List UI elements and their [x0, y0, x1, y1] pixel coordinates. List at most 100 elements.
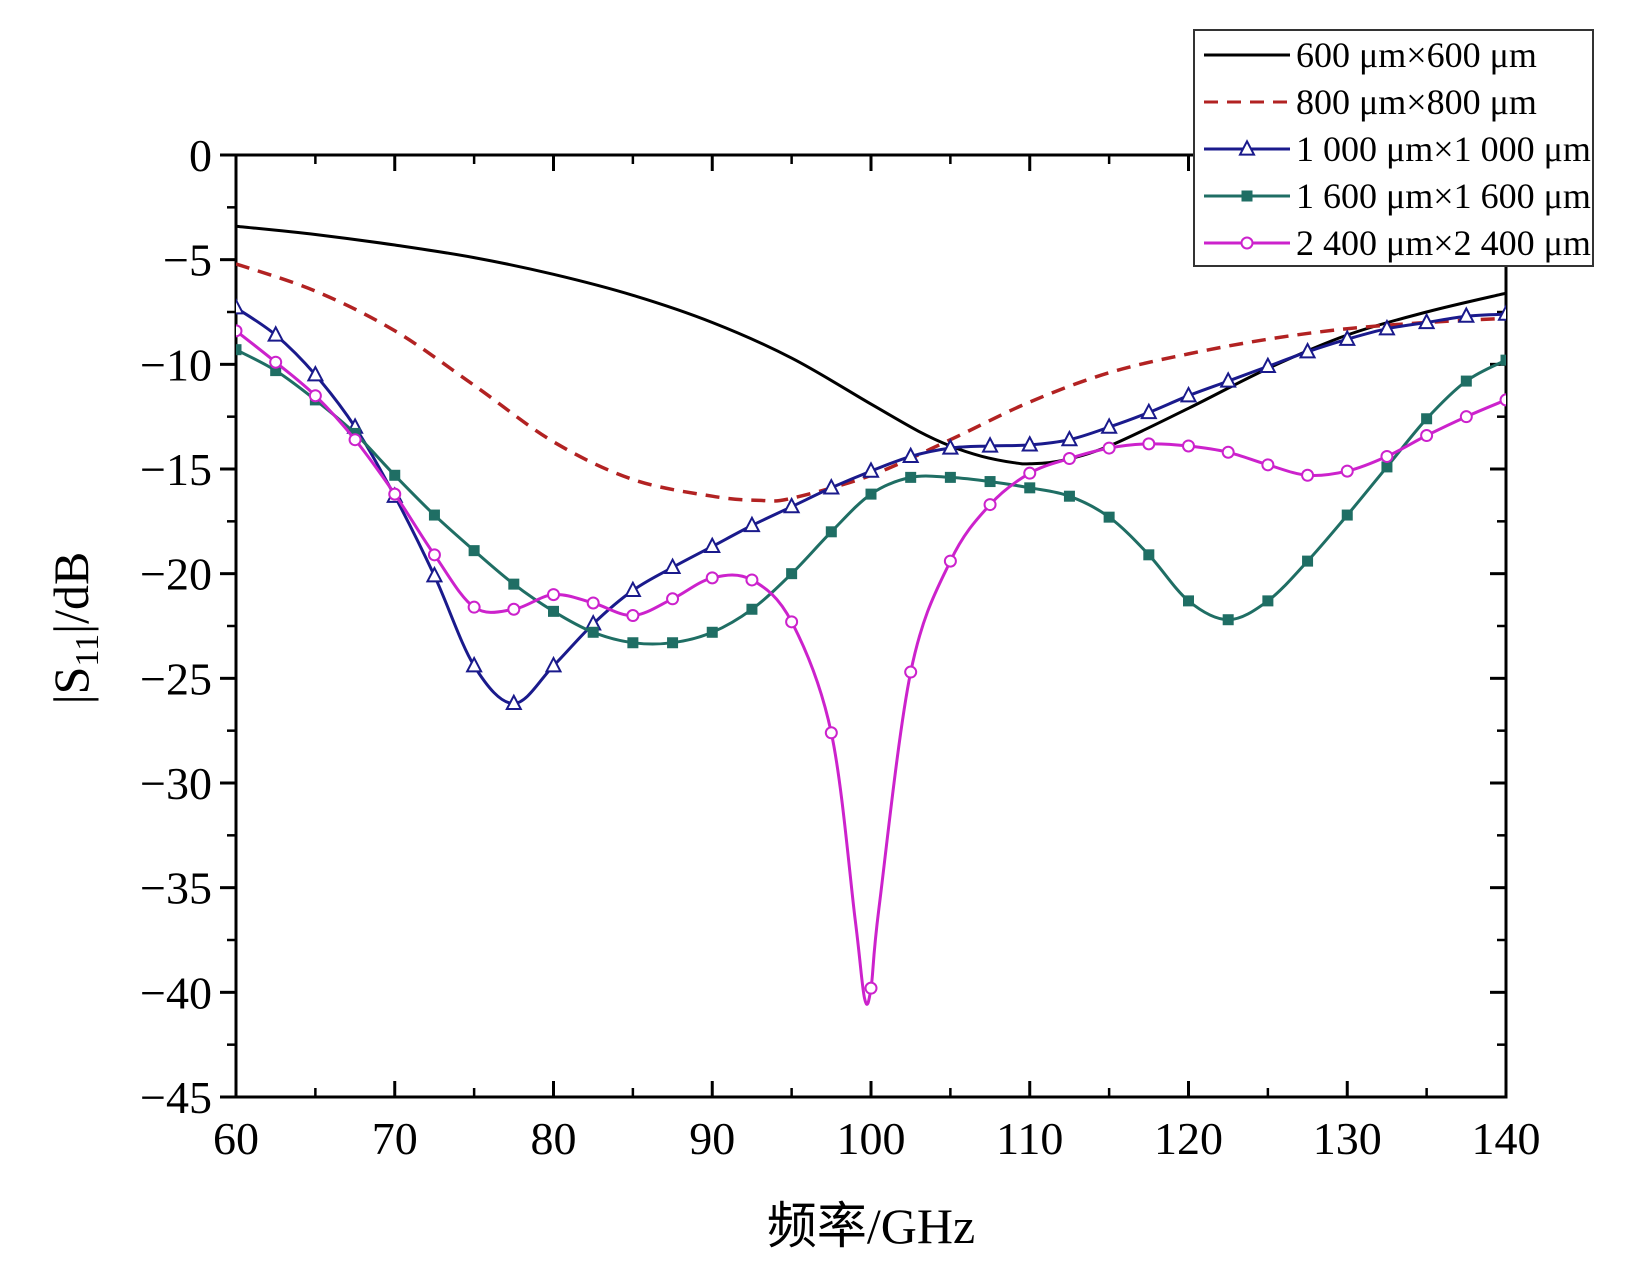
data-point: [941, 438, 960, 455]
data-point: [236, 344, 242, 356]
data-point: [587, 626, 599, 638]
data-point: [1378, 318, 1396, 336]
data-point: [822, 477, 840, 495]
x-tick-label: 110: [996, 1113, 1063, 1164]
y-axis-title-subscript: 11: [69, 634, 106, 667]
data-point: [663, 557, 682, 574]
data-point: [425, 565, 444, 583]
x-tick-label: 60: [213, 1113, 259, 1164]
data-point: [743, 515, 761, 533]
data-point: [1341, 509, 1353, 521]
data-point: [904, 665, 918, 679]
y-tick-label: −45: [140, 1072, 212, 1123]
data-point: [1457, 306, 1475, 323]
data-point: [1259, 356, 1277, 374]
x-tick-label: 100: [837, 1113, 906, 1164]
data-point: [1143, 549, 1155, 561]
data-point: [547, 588, 560, 602]
data-point: [467, 600, 481, 614]
data-point: [984, 476, 996, 488]
data-point: [1499, 393, 1506, 407]
data-point: [667, 637, 679, 649]
data-point: [1103, 511, 1115, 523]
legend: 600 μm×600 μm 800 μm×800 μm 1 000 μm×1 000…: [1193, 29, 1594, 267]
data-point: [1460, 375, 1472, 387]
data-point: [428, 509, 440, 521]
y-tick-label: −35: [140, 863, 212, 914]
data-point: [1219, 371, 1237, 388]
data-point: [1222, 614, 1234, 626]
data-point: [465, 655, 483, 673]
data-point: [703, 536, 721, 554]
x-axis-title: 频率/GHz: [767, 1198, 975, 1254]
legend-label: 2 400 μm×2 400 μm: [1296, 223, 1591, 263]
data-point: [1420, 429, 1434, 443]
data-point: [1261, 458, 1275, 472]
data-point: [1500, 354, 1506, 366]
data-point: [864, 981, 878, 995]
data-point: [1100, 417, 1118, 434]
y-tick-label: −10: [140, 339, 212, 390]
data-point: [745, 573, 759, 587]
data-point: [1024, 482, 1036, 494]
y-axis-title: |S11|/dB: [43, 552, 106, 705]
data-point: [626, 609, 640, 623]
data-point: [1023, 466, 1037, 480]
data-point: [902, 446, 920, 464]
data-point: [548, 605, 559, 617]
data-point: [1417, 312, 1436, 330]
data-point: [825, 526, 837, 538]
series-4: [236, 344, 1506, 649]
data-point: [746, 603, 758, 615]
data-point: [782, 496, 801, 514]
x-tick-label: 70: [372, 1113, 418, 1164]
data-point: [388, 487, 402, 501]
legend-marker: [1240, 236, 1254, 250]
series-layer: [236, 224, 1506, 1006]
data-point: [389, 469, 401, 481]
data-point: [785, 615, 799, 629]
plot-frame: [234, 153, 1508, 1099]
y-axis-title-prefix: |S: [43, 667, 99, 705]
data-point: [865, 488, 877, 500]
y-tick-label: −20: [140, 549, 212, 600]
data-point: [306, 364, 325, 382]
legend-label: 600 μm×600 μm: [1296, 35, 1537, 75]
x-tick-label: 120: [1154, 1113, 1223, 1164]
x-tick-label: 130: [1313, 1113, 1382, 1164]
data-point: [1140, 402, 1158, 420]
data-point: [544, 655, 563, 673]
x-tick-label: 90: [689, 1113, 735, 1164]
data-point: [348, 433, 362, 447]
data-point: [1459, 410, 1473, 424]
data-point: [1301, 468, 1315, 482]
data-point: [627, 637, 639, 649]
data-point: [1182, 439, 1195, 453]
data-point: [1062, 452, 1076, 466]
x-tick-label: 140: [1472, 1113, 1541, 1164]
data-point: [1221, 445, 1235, 459]
data-point: [270, 365, 282, 377]
data-point: [1060, 429, 1079, 447]
data-point: [1380, 449, 1394, 463]
y-tick-label: −40: [140, 967, 212, 1018]
data-point: [505, 693, 523, 711]
data-point: [944, 471, 956, 483]
data-point: [705, 571, 719, 585]
data-point: [1142, 437, 1156, 451]
data-point: [269, 355, 283, 369]
data-point: [786, 568, 798, 580]
data-point: [1497, 304, 1506, 321]
data-point: [507, 602, 521, 616]
data-point: [236, 297, 245, 315]
legend-label: 800 μm×800 μm: [1296, 82, 1537, 122]
data-point: [905, 471, 917, 483]
legend-label: 1 600 μm×1 600 μm: [1296, 176, 1591, 216]
legend-marker: [1238, 139, 1256, 156]
data-point: [1063, 490, 1075, 502]
data-point: [862, 461, 880, 478]
x-tick-label: 80: [531, 1113, 577, 1164]
data-point: [666, 592, 680, 606]
data-point: [508, 578, 520, 590]
